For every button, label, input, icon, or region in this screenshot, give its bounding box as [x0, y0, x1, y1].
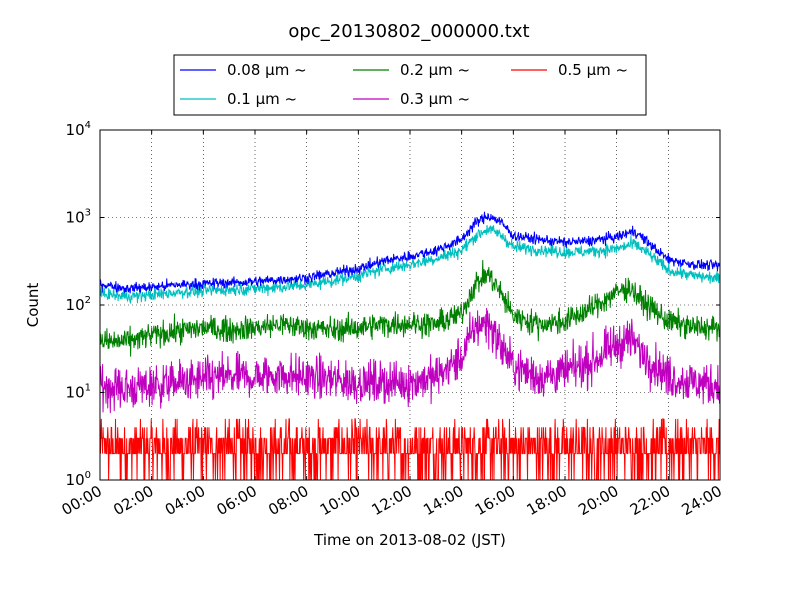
- legend-items: 0.08 μm ~ 0.1 μm ~ 0.2 μm ~ 0.3 μm ~ 0.5 μm …: [180, 61, 628, 108]
- x-tick-label: 08:00: [265, 482, 311, 519]
- legend-label: 0.3 μm ~: [400, 90, 470, 108]
- series-line-3: [99, 307, 721, 414]
- y-axis-ticks: 100 101 102 103 104: [66, 120, 720, 489]
- y-tick-label: 102: [66, 295, 91, 314]
- x-tick-label: 24:00: [679, 482, 725, 519]
- x-tick-label: 16:00: [472, 482, 518, 519]
- x-tick-label: 18:00: [524, 482, 570, 519]
- series-layer: [99, 211, 721, 481]
- x-tick-label: 04:00: [162, 482, 208, 519]
- x-tick-label: 02:00: [110, 482, 156, 519]
- series-line-0: [99, 211, 721, 294]
- x-tick-label: 12:00: [369, 482, 415, 519]
- x-tick-label: 20:00: [575, 482, 621, 519]
- y-tick-label: 100: [66, 470, 91, 489]
- x-tick-label: 14:00: [420, 482, 466, 519]
- series-line-2: [99, 260, 721, 357]
- x-axis-label: Time on 2013-08-02 (JST): [313, 531, 506, 549]
- series-line-1: [99, 224, 721, 305]
- series-line-4: [99, 418, 721, 481]
- legend-label: 0.08 μm ~: [227, 61, 307, 79]
- legend: 0.08 μm ~ 0.1 μm ~ 0.2 μm ~ 0.3 μm ~ 0.5 μm …: [173, 54, 647, 116]
- y-tick-label: 104: [66, 120, 91, 139]
- legend-label: 0.1 μm ~: [227, 90, 297, 108]
- chart-title: opc_20130802_000000.txt: [288, 21, 529, 42]
- y-tick-label: 103: [66, 208, 91, 227]
- x-tick-label: 10:00: [317, 482, 363, 519]
- legend-label: 0.2 μm ~: [400, 61, 470, 79]
- x-tick-label: 06:00: [214, 482, 260, 519]
- x-tick-label: 22:00: [627, 482, 673, 519]
- y-tick-label: 101: [66, 383, 91, 402]
- legend-label: 0.5 μm ~: [558, 61, 628, 79]
- legend-box: [173, 54, 647, 116]
- y-axis-label: Count: [24, 283, 42, 328]
